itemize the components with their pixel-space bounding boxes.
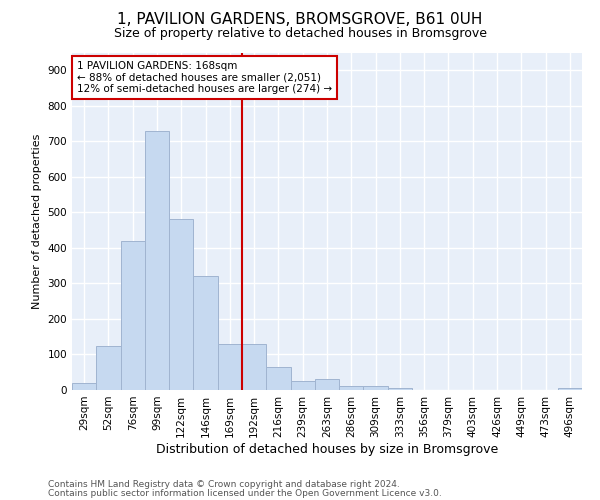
Bar: [558, 388, 582, 390]
Text: 1, PAVILION GARDENS, BROMSGROVE, B61 0UH: 1, PAVILION GARDENS, BROMSGROVE, B61 0UH: [118, 12, 482, 28]
Bar: [193, 276, 218, 390]
Bar: [121, 241, 145, 390]
Bar: [339, 386, 364, 390]
Y-axis label: Number of detached properties: Number of detached properties: [32, 134, 42, 309]
Bar: [218, 344, 242, 390]
X-axis label: Distribution of detached houses by size in Bromsgrove: Distribution of detached houses by size …: [156, 442, 498, 456]
Bar: [364, 386, 388, 390]
Bar: [290, 381, 315, 390]
Text: Size of property relative to detached houses in Bromsgrove: Size of property relative to detached ho…: [113, 28, 487, 40]
Bar: [145, 130, 169, 390]
Bar: [266, 367, 290, 390]
Text: Contains public sector information licensed under the Open Government Licence v3: Contains public sector information licen…: [48, 488, 442, 498]
Bar: [388, 388, 412, 390]
Bar: [242, 344, 266, 390]
Text: 1 PAVILION GARDENS: 168sqm
← 88% of detached houses are smaller (2,051)
12% of s: 1 PAVILION GARDENS: 168sqm ← 88% of deta…: [77, 61, 332, 94]
Bar: [72, 383, 96, 390]
Bar: [96, 346, 121, 390]
Bar: [315, 380, 339, 390]
Bar: [169, 220, 193, 390]
Text: Contains HM Land Registry data © Crown copyright and database right 2024.: Contains HM Land Registry data © Crown c…: [48, 480, 400, 489]
